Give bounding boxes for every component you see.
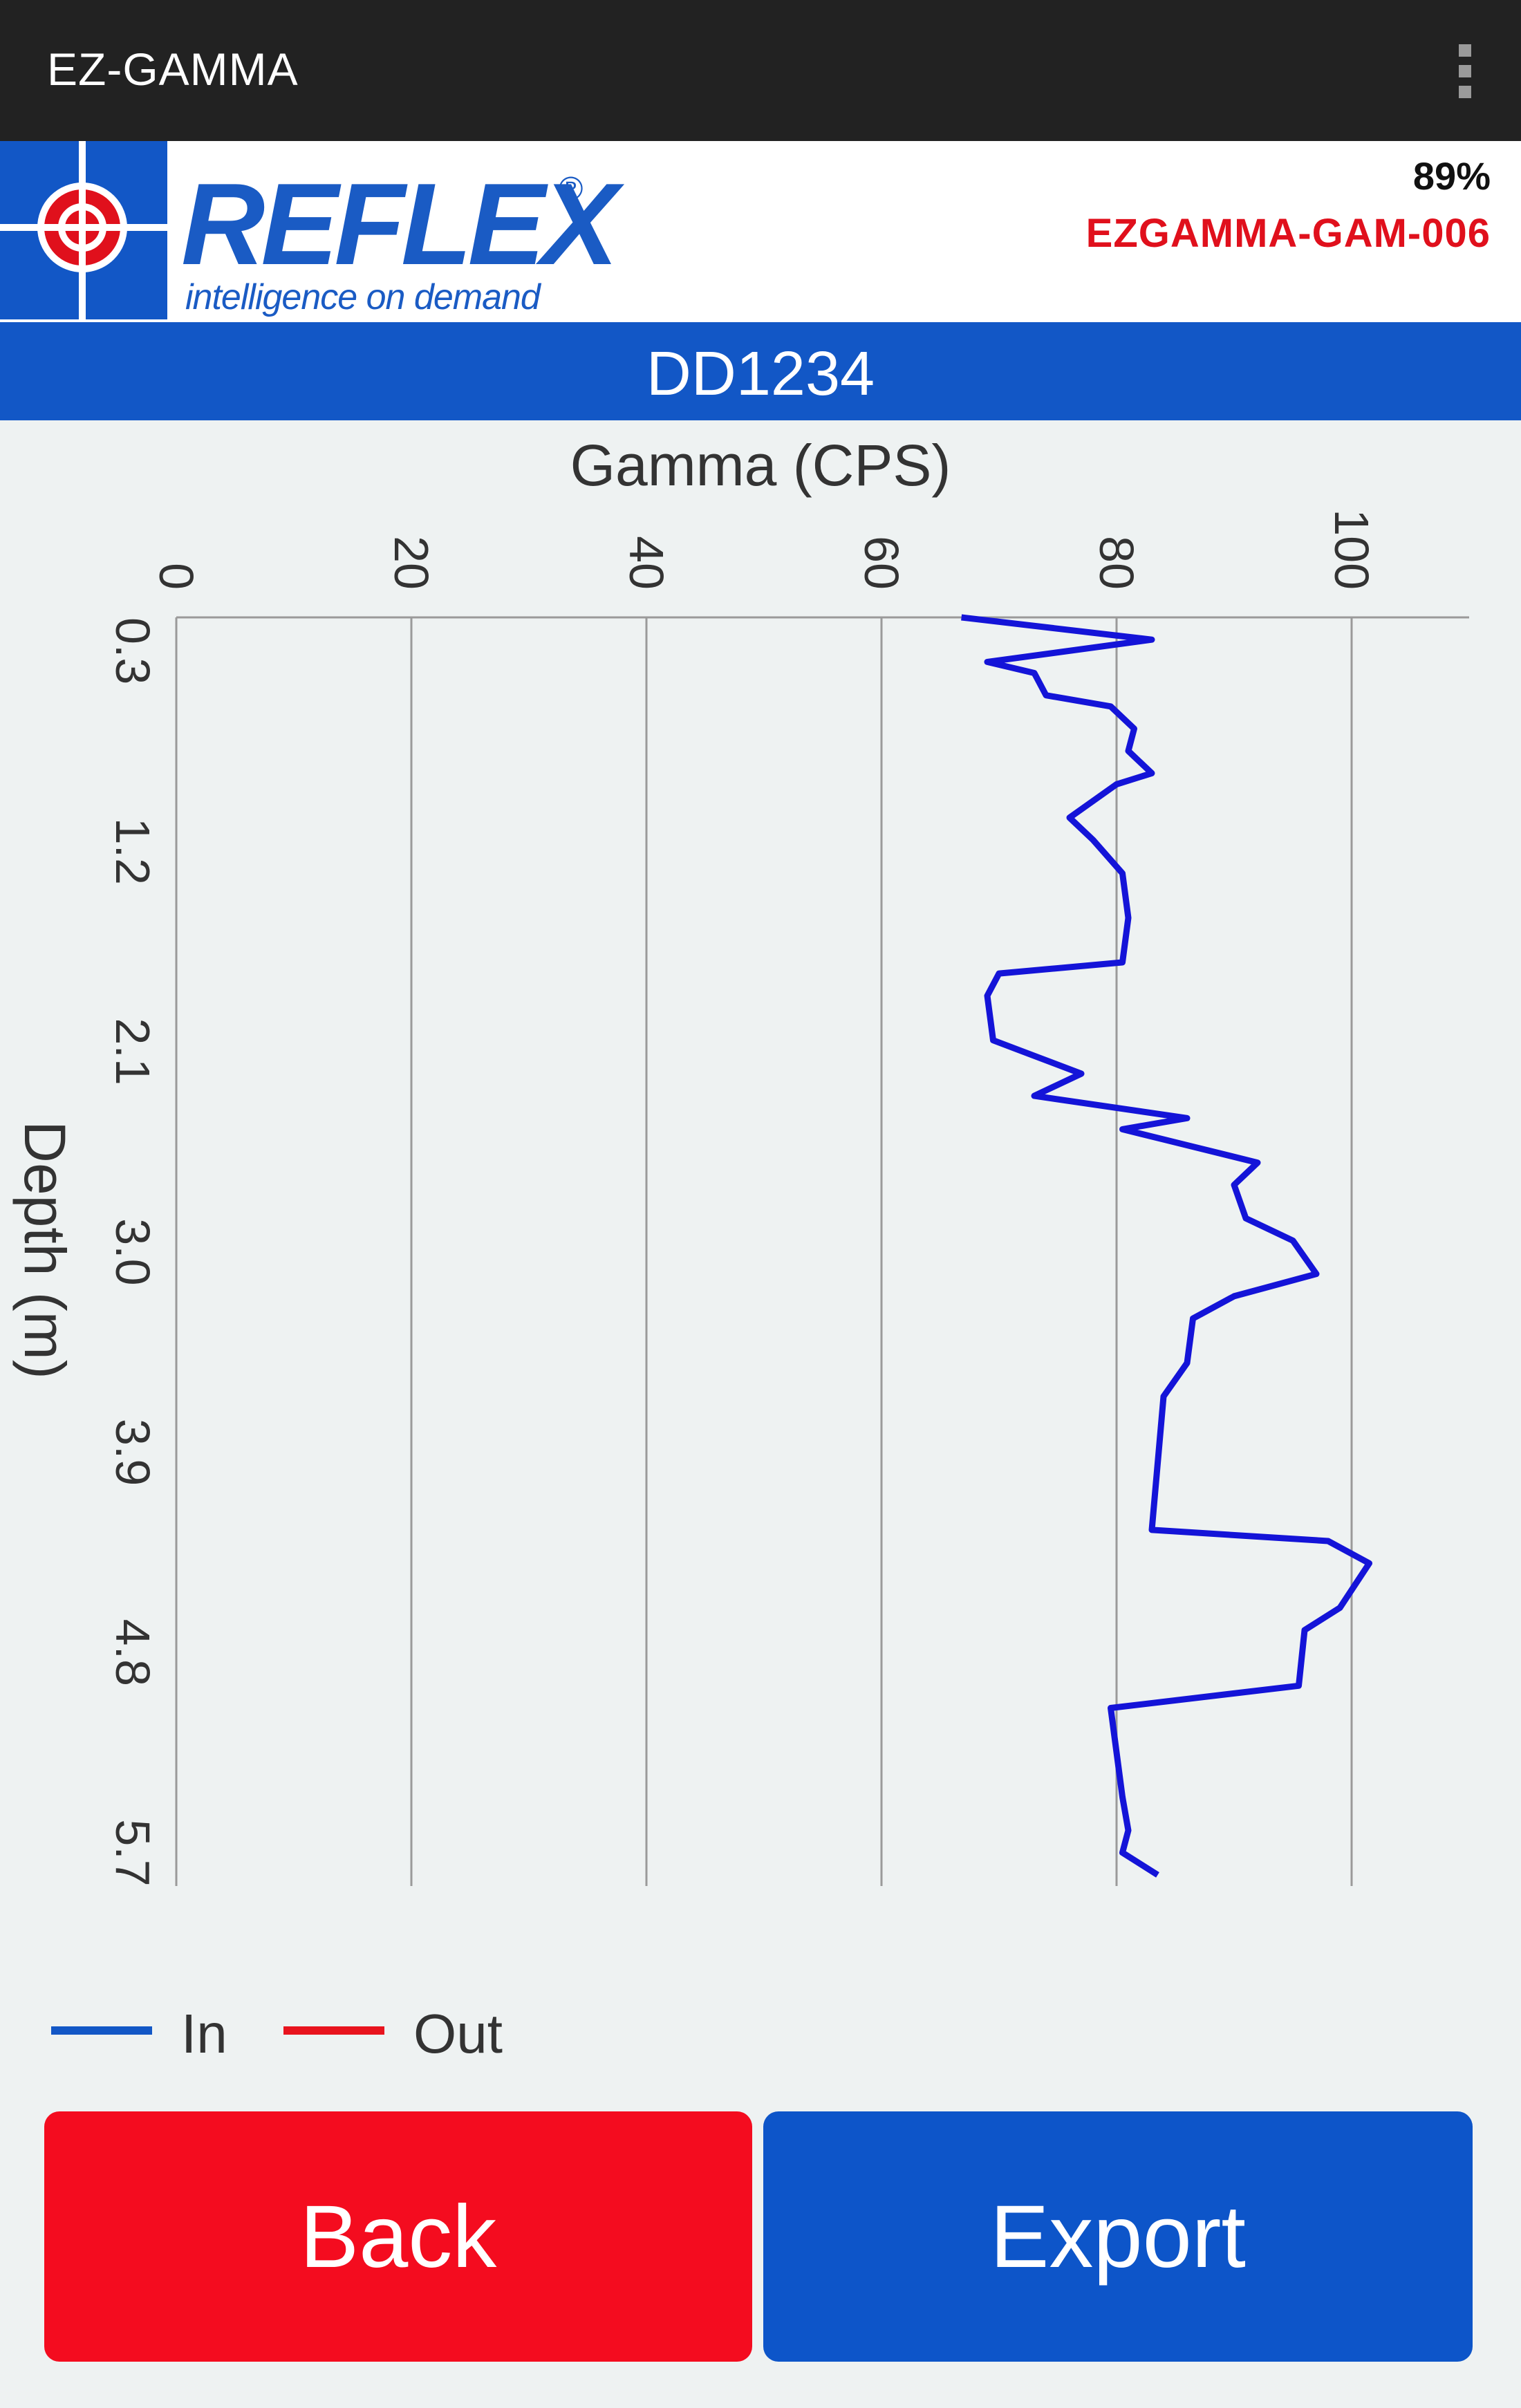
chart-canvas: 0 20 40 60 80 100 0.3 1.2 2.1 3.0 3.9 4.8 5.7 Gamma … (12, 433, 1469, 1887)
crosshair-logo-icon (0, 141, 167, 319)
brand-logo-text: REFLEX (181, 159, 619, 289)
legend-swatch-in (51, 2026, 152, 2035)
y-tick-label: 5.7 (106, 1819, 160, 1886)
y-axis-label: Depth (m) (12, 1121, 77, 1379)
y-tick-label: 2.1 (106, 1018, 160, 1085)
series-line-in (961, 614, 1372, 1878)
legend-label-in: In (181, 2003, 227, 2064)
app-bar: EZ-GAMMA (0, 0, 1521, 141)
y-tick-label: 0.3 (106, 617, 160, 684)
registered-mark: ® (559, 171, 584, 207)
hole-banner: DD1234 (0, 322, 1521, 420)
app-title: EZ-GAMMA (47, 44, 299, 95)
overflow-menu-icon[interactable] (1444, 40, 1485, 102)
x-axis-label: Gamma (CPS) (570, 433, 951, 498)
back-button[interactable]: Back (44, 2111, 752, 2362)
x-tick-label: 100 (1325, 509, 1379, 590)
x-tick-label: 80 (1090, 536, 1144, 590)
x-tick-label: 20 (384, 536, 438, 590)
legend-label-out: Out (413, 2003, 503, 2064)
legend-swatch-out (283, 2026, 384, 2035)
brand-header: REFLEX ® intelligence on demand 89% EZGA… (0, 141, 1521, 322)
y-tick-label: 1.2 (106, 818, 160, 885)
gamma-depth-chart: 0 20 40 60 80 100 0.3 1.2 2.1 3.0 3.9 4.8 5.7 Gamma … (0, 420, 1521, 1972)
y-tick-label: 3.0 (106, 1218, 160, 1285)
x-tick-label: 0 (149, 563, 203, 590)
y-tick-label: 4.8 (106, 1619, 160, 1686)
battery-level: 89% (1412, 154, 1491, 198)
x-tick-label: 40 (619, 536, 673, 590)
x-tick-label: 60 (855, 536, 908, 590)
brand-tagline: intelligence on demand (185, 277, 541, 317)
device-id: EZGAMMA-GAM-006 (1085, 211, 1491, 256)
hole-id: DD1234 (646, 339, 875, 409)
y-tick-label: 3.9 (106, 1419, 160, 1486)
export-button[interactable]: Export (763, 2111, 1473, 2362)
